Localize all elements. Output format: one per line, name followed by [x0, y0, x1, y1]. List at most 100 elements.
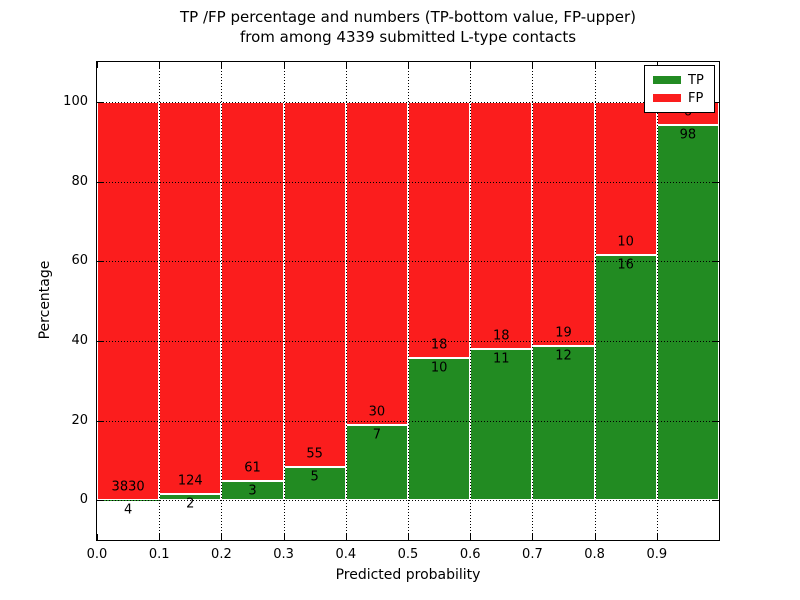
- y-tick-label: 60: [71, 253, 88, 269]
- bar-segment-tp: [532, 345, 595, 501]
- bar-label-tp: 4: [123, 502, 133, 518]
- horizontal-gridline: [97, 421, 719, 422]
- bar-label-fp: 124: [177, 473, 203, 489]
- bar-segment-fp: [345, 101, 408, 425]
- x-tick-mark: [470, 62, 471, 68]
- y-tick-mark: [713, 500, 719, 501]
- bar-label-tp: 2: [186, 496, 195, 512]
- bar-label-fp: 3830: [111, 479, 145, 495]
- y-tick-label: 20: [71, 412, 88, 428]
- x-tick-mark: [159, 62, 160, 68]
- bar-label-tp: 16: [617, 257, 634, 273]
- legend-swatch-fp: [653, 94, 681, 102]
- y-tick-mark: [97, 421, 103, 422]
- bar-label-tp: 98: [679, 127, 697, 143]
- bar-segment-fp: [283, 101, 346, 467]
- bar-label-tp: 7: [372, 427, 382, 443]
- bar-segment-fp: [532, 101, 595, 346]
- y-tick-mark: [97, 500, 103, 501]
- x-tick-mark: [595, 534, 596, 540]
- y-tick-mark: [97, 102, 103, 103]
- chart-title-line2: from among 4339 submitted L-type contact…: [239, 28, 577, 46]
- y-tick-mark: [713, 341, 719, 342]
- x-tick-mark: [719, 534, 720, 540]
- x-tick-label: 0.1: [148, 547, 170, 562]
- vertical-gridline: [657, 62, 658, 540]
- bar-segment-fp: [594, 101, 657, 256]
- x-tick-mark: [595, 62, 596, 68]
- x-tick-mark: [532, 62, 533, 68]
- bar-label-fp: 18: [430, 337, 448, 353]
- vertical-gridline: [159, 62, 160, 540]
- bar-segment-tp: [594, 255, 657, 501]
- y-tick-label: 0: [79, 492, 88, 508]
- x-tick-mark: [97, 62, 98, 68]
- horizontal-gridline: [97, 102, 719, 103]
- y-tick-label: 40: [71, 332, 88, 348]
- bar-segment-tp: [656, 124, 719, 501]
- x-tick-label: 0.3: [273, 547, 294, 562]
- bar-label-fp: 55: [306, 446, 323, 462]
- vertical-gridline: [595, 62, 596, 540]
- x-tick-label: 0.2: [211, 547, 232, 562]
- bar-segment-fp: [470, 101, 533, 350]
- x-tick-label: 0.0: [86, 547, 108, 562]
- legend-label: FP: [688, 90, 704, 106]
- chart-title-line1: TP /FP percentage and numbers (TP-bottom…: [180, 8, 636, 26]
- y-tick-mark: [713, 102, 719, 103]
- vertical-gridline: [532, 62, 533, 540]
- y-tick-mark: [97, 182, 103, 183]
- x-tick-mark: [221, 534, 222, 540]
- bar-segment-tp: [470, 349, 533, 501]
- bar-segment-fp: [221, 101, 284, 482]
- x-tick-mark: [159, 534, 160, 540]
- x-tick-label: 0.8: [584, 547, 605, 562]
- y-tick-mark: [713, 182, 719, 183]
- bar-segment-tp: [283, 466, 346, 501]
- horizontal-gridline: [97, 261, 719, 262]
- bar-label-tp: 12: [555, 348, 572, 364]
- x-tick-mark: [221, 62, 222, 68]
- bar-label-tp: 3: [248, 483, 257, 499]
- y-tick-mark: [97, 341, 103, 342]
- vertical-gridline: [470, 62, 471, 540]
- bar-label-tp: 11: [493, 351, 510, 367]
- x-tick-label: 0.7: [522, 547, 543, 562]
- bar-label-fp: 10: [617, 234, 634, 250]
- legend-swatch-tp: [653, 76, 681, 84]
- bar-segment-fp: [97, 101, 160, 500]
- bar-segment-fp: [408, 101, 471, 358]
- bar-label-fp: 30: [368, 404, 386, 420]
- y-axis-label: Percentage: [37, 260, 53, 340]
- x-tick-mark: [346, 534, 347, 540]
- chart-title: TP /FP percentage and numbers (TP-bottom…: [97, 7, 719, 47]
- vertical-gridline: [408, 62, 409, 540]
- x-axis-label: Predicted probability: [335, 567, 481, 583]
- bar-label-fp: 61: [244, 460, 261, 476]
- bar-label-tp: 5: [310, 469, 319, 485]
- x-tick-mark: [408, 534, 409, 540]
- horizontal-gridline: [97, 341, 719, 342]
- x-tick-mark: [408, 62, 409, 68]
- x-tick-mark: [532, 534, 533, 540]
- x-tick-mark: [284, 534, 285, 540]
- y-tick-mark: [713, 261, 719, 262]
- legend: TP FP: [644, 65, 715, 113]
- bar-segment-fp: [159, 101, 222, 494]
- x-tick-mark: [97, 534, 98, 540]
- legend-label: TP: [688, 72, 704, 88]
- y-tick-label: 80: [71, 173, 88, 189]
- y-tick-label: 100: [63, 93, 88, 109]
- bar-label-fp: 19: [555, 325, 572, 341]
- legend-entry-tp: TP: [645, 71, 714, 89]
- vertical-gridline: [346, 62, 347, 540]
- y-tick-mark: [713, 421, 719, 422]
- bar-label-fp: 18: [493, 328, 510, 344]
- horizontal-gridline: [97, 182, 719, 183]
- x-tick-mark: [657, 534, 658, 540]
- vertical-gridline: [284, 62, 285, 540]
- x-tick-mark: [284, 62, 285, 68]
- x-tick-mark: [346, 62, 347, 68]
- legend-entry-fp: FP: [645, 89, 714, 107]
